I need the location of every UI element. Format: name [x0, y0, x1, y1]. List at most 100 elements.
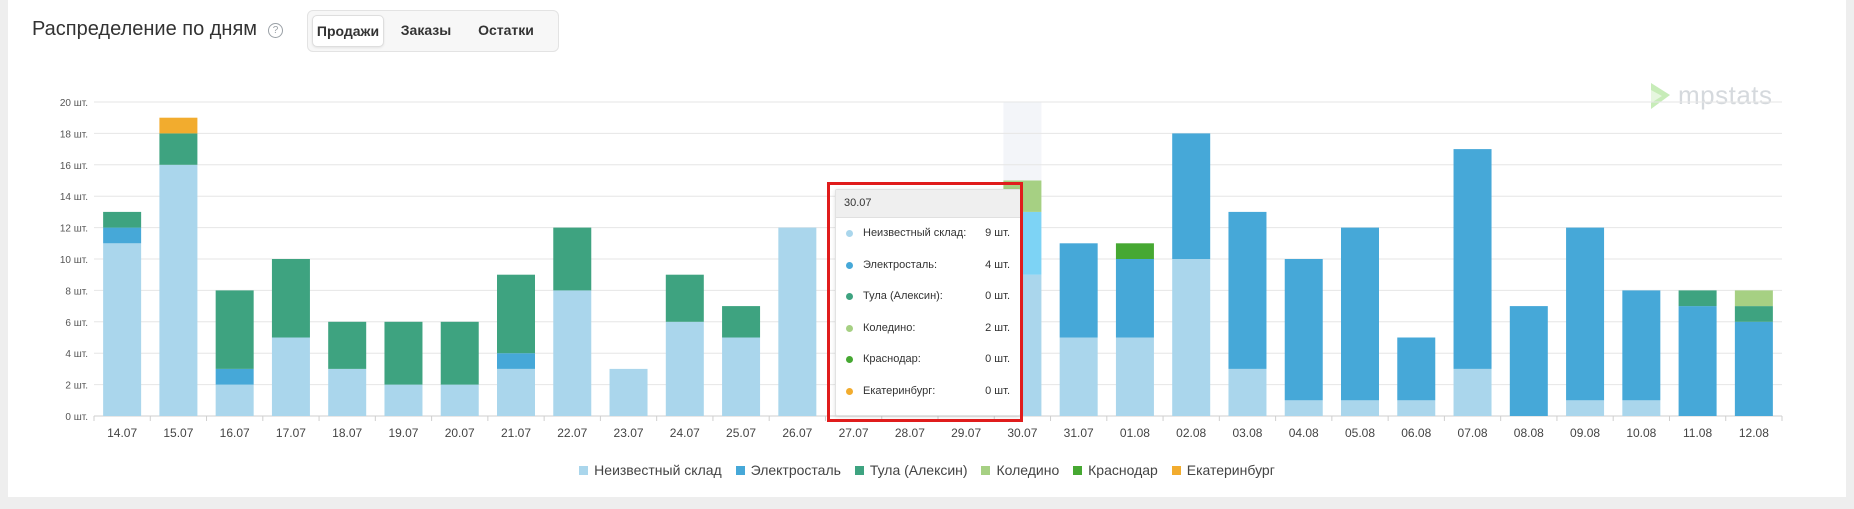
- bar-segment[interactable]: [1622, 290, 1661, 401]
- bar-segment[interactable]: [665, 321, 704, 416]
- x-tick-label: 10.08: [1626, 426, 1656, 440]
- bar-segment[interactable]: [1284, 259, 1323, 401]
- bar-segment[interactable]: [271, 259, 310, 338]
- bar-segment[interactable]: [497, 353, 535, 369]
- bar-segment[interactable]: [1059, 337, 1098, 417]
- bar-segment[interactable]: [384, 384, 423, 416]
- legend-item-tula[interactable]: Тула (Алексин): [854, 462, 968, 478]
- x-tick-label: 25.07: [726, 426, 756, 440]
- bar-segment[interactable]: [103, 211, 142, 228]
- bar-segment[interactable]: [1115, 243, 1154, 259]
- legend-item-ekaterinburg[interactable]: Екатеринбург: [1171, 462, 1275, 478]
- bar-segment[interactable]: [1734, 290, 1773, 307]
- tooltip-date: 30.07: [836, 190, 1020, 218]
- bar-segment[interactable]: [215, 290, 254, 369]
- bar-segment[interactable]: [1228, 368, 1267, 416]
- legend-item-koledino[interactable]: Коледино: [981, 462, 1059, 478]
- bar-segment[interactable]: [1284, 400, 1323, 416]
- bar-segment[interactable]: [1622, 400, 1661, 416]
- tooltip-value: 0 шт.: [985, 384, 1010, 397]
- x-tick-label: 31.07: [1064, 426, 1094, 440]
- legend-item-unknown-warehouse[interactable]: Неизвестный склад: [579, 462, 722, 478]
- tab-orders[interactable]: Заказы: [400, 22, 452, 38]
- legend-label: Электросталь: [750, 462, 841, 478]
- bar-segment[interactable]: [1341, 227, 1379, 401]
- tooltip-row: Электросталь: 4 шт.: [836, 250, 1020, 282]
- bar-segment[interactable]: [1509, 306, 1548, 416]
- bar-segment[interactable]: [1341, 400, 1379, 416]
- bar-segment[interactable]: [1453, 149, 1492, 369]
- bar-segment[interactable]: [1059, 243, 1098, 338]
- x-tick-label: 23.07: [614, 426, 644, 440]
- bar-segment[interactable]: [1397, 400, 1436, 416]
- tab-sales[interactable]: Продажи: [312, 15, 384, 47]
- legend-swatch: [854, 466, 864, 475]
- bar-segment[interactable]: [1678, 290, 1717, 307]
- bar-segment[interactable]: [103, 243, 142, 416]
- bar-segment[interactable]: [1115, 259, 1154, 338]
- bar-segment[interactable]: [328, 321, 367, 369]
- x-tick-label: 22.07: [557, 426, 587, 440]
- y-tick-label: 10 шт.: [60, 255, 88, 266]
- x-tick-label: 29.07: [951, 426, 981, 440]
- bar-segment[interactable]: [384, 321, 423, 385]
- page-title: Распределение по дням: [32, 18, 258, 40]
- y-tick-label: 2 шт.: [65, 381, 88, 392]
- bar-segment[interactable]: [1172, 259, 1211, 416]
- x-tick-label: 05.08: [1345, 426, 1375, 440]
- legend-swatch: [735, 466, 745, 475]
- bar-segment[interactable]: [1566, 400, 1605, 416]
- bar-segment[interactable]: [103, 227, 142, 244]
- bar-segment[interactable]: [328, 368, 367, 416]
- tooltip-value: 0 шт.: [985, 353, 1010, 365]
- bar-segment[interactable]: [665, 274, 704, 322]
- x-tick-label: 17.07: [276, 426, 306, 440]
- bar-segment[interactable]: [440, 384, 479, 416]
- bar-segment[interactable]: [440, 321, 479, 385]
- tooltip-dot: [846, 387, 853, 395]
- x-tick-label: 27.07: [839, 426, 869, 440]
- bar-segment[interactable]: [1453, 368, 1492, 416]
- tooltip-dot: [846, 261, 853, 269]
- tab-stock[interactable]: Остатки: [478, 22, 534, 38]
- tooltip-label: Краснодар:: [863, 353, 921, 365]
- bar-segment[interactable]: [159, 133, 198, 165]
- x-tick-label: 06.08: [1401, 426, 1431, 440]
- bar-segment[interactable]: [1115, 337, 1154, 417]
- bar-segment[interactable]: [1228, 211, 1267, 369]
- legend-item-krasnodar[interactable]: Краснодар: [1073, 462, 1158, 478]
- x-tick-label: 09.08: [1570, 426, 1600, 440]
- x-tick-label: 07.08: [1458, 426, 1488, 440]
- bar-segment[interactable]: [159, 117, 198, 134]
- y-tick-label: 8 шт.: [65, 286, 88, 297]
- highlight-box: [827, 182, 1023, 422]
- axis-layer: 0 шт. 2 шт. 4 шт. 6 шт. 8 шт. 10 шт. 12 шт. 14 …: [60, 98, 1783, 440]
- legend-item-elektrostal[interactable]: Электросталь: [735, 462, 841, 478]
- tooltip-label: Коледино:: [863, 321, 916, 334]
- bar-segment[interactable]: [722, 337, 761, 417]
- bar-segment[interactable]: [553, 227, 592, 291]
- x-tick-label: 30.07: [1007, 426, 1037, 440]
- bar-segment[interactable]: [1172, 133, 1211, 259]
- bar-segment[interactable]: [215, 368, 254, 385]
- bar-segment[interactable]: [497, 274, 535, 354]
- bar-segment[interactable]: [609, 368, 648, 416]
- bar-segment[interactable]: [778, 227, 817, 416]
- bar-segment[interactable]: [1734, 306, 1773, 322]
- bar-segment[interactable]: [1566, 227, 1605, 401]
- bar-segment[interactable]: [1734, 321, 1773, 416]
- bar-segment[interactable]: [1397, 337, 1436, 401]
- bar-segment[interactable]: [553, 290, 592, 416]
- bar-segment[interactable]: [722, 306, 761, 338]
- mpstats-logo: mpstats: [1650, 80, 1773, 111]
- x-tick-label: 08.08: [1514, 426, 1544, 440]
- x-tick-label: 21.07: [501, 426, 531, 440]
- bar-segment[interactable]: [271, 337, 310, 417]
- bar-segment[interactable]: [1678, 306, 1717, 416]
- tooltip-label: Неизвестный склад:: [863, 227, 967, 239]
- bar-segment[interactable]: [159, 164, 198, 416]
- help-icon[interactable]: ?: [268, 23, 283, 38]
- bar-segment[interactable]: [215, 384, 254, 416]
- bar-segment[interactable]: [497, 368, 535, 416]
- x-tick-label: 11.08: [1683, 426, 1712, 440]
